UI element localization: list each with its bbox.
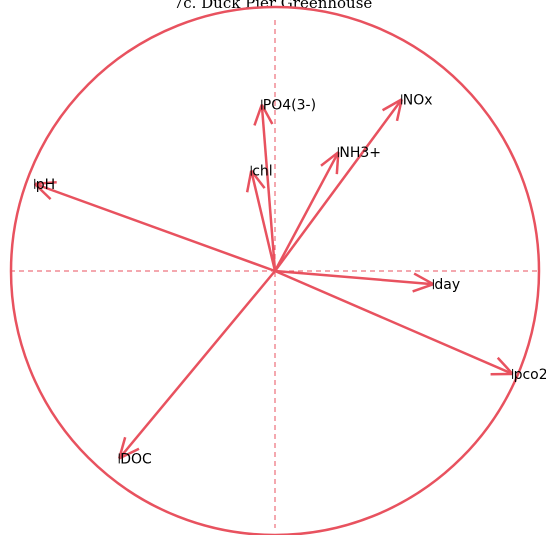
- vector-label-day: day: [434, 277, 460, 293]
- vector-arrowhead-doc: [118, 436, 127, 459]
- vector-line-day: [274, 269, 434, 286]
- vector-arrowhead-nh3: [320, 151, 340, 167]
- vector-line-ph: [34, 182, 276, 273]
- vector-line-chl: [250, 170, 277, 272]
- vector-line-nox: [273, 98, 403, 272]
- vector-arrowhead-pco2: [496, 356, 514, 375]
- vector-arrowhead-ph: [34, 181, 57, 186]
- vector-arrowhead-chl: [250, 169, 266, 189]
- vector-label-nh3: NH3+: [339, 145, 381, 161]
- vectors-group: PO4(3-) NOx chl NH3+ pH day pco2 DOC: [33, 92, 546, 467]
- vector-line-doc: [118, 270, 276, 460]
- vector-label-nox: NOx: [403, 92, 433, 108]
- vector-arrowhead-doc: [118, 447, 140, 460]
- vector-label-doc: DOC: [120, 451, 152, 467]
- vector-arrowhead-day: [412, 283, 434, 293]
- vector-arrowhead-nox: [395, 99, 403, 122]
- vector-line-nh3: [273, 151, 340, 272]
- vector-arrowhead-nox: [381, 98, 403, 112]
- vector-line-pco2: [274, 269, 514, 376]
- vector-arrowhead-day: [413, 272, 435, 286]
- vector-arrowhead-chl: [245, 170, 253, 193]
- vector-arrowhead-po4-3: [253, 104, 263, 126]
- vector-arrowhead-po4-3: [260, 104, 274, 125]
- vector-arrowhead-ph: [33, 182, 52, 201]
- vector-label-chl: chl: [252, 164, 272, 180]
- vector-label-po4-3: PO4(3-): [263, 98, 316, 114]
- vector-label-ph: pH: [36, 177, 55, 193]
- vector-label-pco2: pco2: [514, 367, 546, 383]
- vector-line-po4-3: [260, 104, 277, 272]
